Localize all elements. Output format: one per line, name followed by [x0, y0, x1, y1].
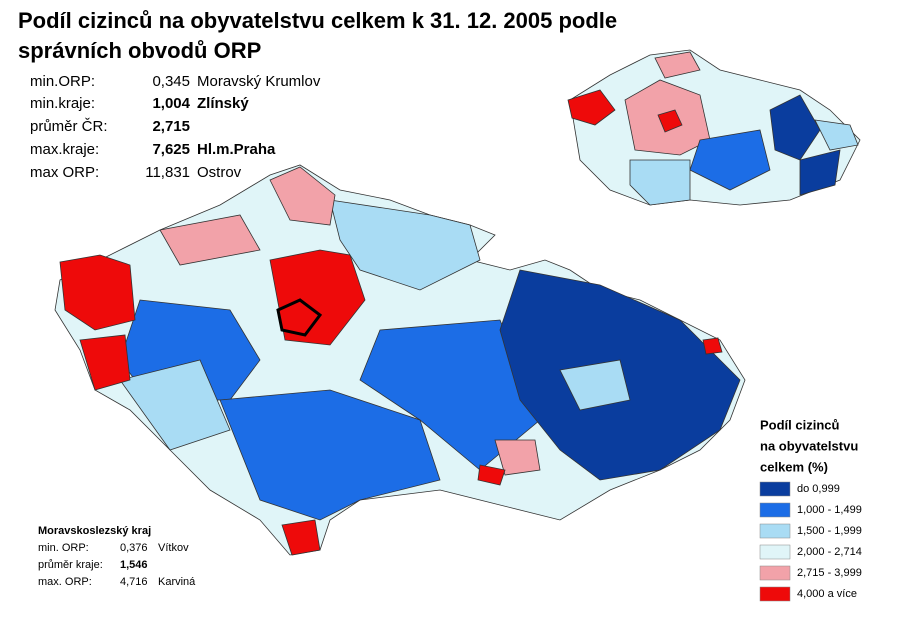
- stat-label: průměr ČR:: [30, 118, 108, 135]
- region: [477, 464, 506, 486]
- region-name: Karviná: [158, 576, 196, 588]
- legend-swatch: [759, 586, 791, 602]
- region: [654, 51, 701, 79]
- region: [689, 129, 771, 191]
- legend-label: 1,000 - 1,499: [797, 504, 862, 516]
- legend-title: celkem (%): [760, 459, 828, 474]
- region: [269, 166, 336, 226]
- stat-label: min.kraje:: [30, 95, 95, 112]
- region: [281, 519, 321, 556]
- region: [702, 337, 723, 355]
- region-label: max. ORP:: [38, 576, 92, 588]
- region-name: Vítkov: [158, 542, 189, 554]
- stat-value: 11,831: [145, 164, 190, 181]
- region: [119, 359, 231, 451]
- legend-swatch: [759, 502, 791, 518]
- legend-label: do 0,999: [797, 483, 840, 495]
- region-value: 0,376: [120, 542, 148, 554]
- region: [79, 334, 131, 391]
- legend-title: na obyvatelstvu: [760, 438, 858, 453]
- legend-label: 2,715 - 3,999: [797, 567, 862, 579]
- region: [629, 159, 691, 206]
- legend-title: Podíl cizinců: [760, 417, 840, 432]
- legend-label: 2,000 - 2,714: [797, 546, 862, 558]
- stat-name: Zlínský: [197, 95, 249, 112]
- title: Podíl cizinců na obyvatelstvu celkem k 3…: [18, 8, 617, 33]
- region: [814, 119, 859, 151]
- region: [657, 109, 683, 133]
- region: [159, 214, 261, 266]
- legend: Podíl cizinců na obyvatelstvu celkem (%)…: [759, 417, 862, 602]
- region-value: 1,546: [120, 559, 148, 571]
- legend-swatch: [759, 481, 791, 497]
- region-value: 4,716: [120, 576, 148, 588]
- region-label: min. ORP:: [38, 542, 89, 554]
- region: [769, 94, 821, 161]
- region: [59, 254, 136, 331]
- region: [276, 298, 323, 337]
- stat-value: 2,715: [152, 118, 190, 135]
- region: [494, 439, 541, 476]
- region: [559, 359, 631, 411]
- stat-name: Moravský Krumlov: [197, 73, 321, 90]
- inset-map: [567, 49, 861, 206]
- region: [799, 149, 841, 196]
- stat-name: Ostrov: [197, 164, 242, 181]
- legend-label: 1,500 - 1,999: [797, 525, 862, 537]
- stat-value: 1,004: [152, 95, 190, 112]
- title: správních obvodů ORP: [18, 38, 261, 63]
- region-title: Moravskoslezský kraj: [38, 525, 151, 537]
- stats: min.ORP: 0,345 Moravský Krumlov min.kraj…: [30, 73, 321, 181]
- region: [567, 89, 616, 126]
- legend-swatch: [759, 523, 791, 539]
- region-box: Moravskoslezský kraj min. ORP: 0,376 Vít…: [38, 525, 196, 588]
- stat-value: 0,345: [152, 73, 190, 90]
- legend-swatch: [759, 565, 791, 581]
- region-label: průměr kraje:: [38, 559, 103, 571]
- legend-swatch: [759, 544, 791, 560]
- region: [329, 199, 481, 291]
- main-map: [54, 164, 746, 556]
- stat-name: Hl.m.Praha: [197, 141, 276, 158]
- stat-label: max ORP:: [30, 164, 99, 181]
- stat-label: max.kraje:: [30, 141, 99, 158]
- legend-label: 4,000 a více: [797, 588, 857, 600]
- stat-value: 7,625: [152, 141, 190, 158]
- stat-label: min.ORP:: [30, 73, 95, 90]
- region: [219, 389, 441, 521]
